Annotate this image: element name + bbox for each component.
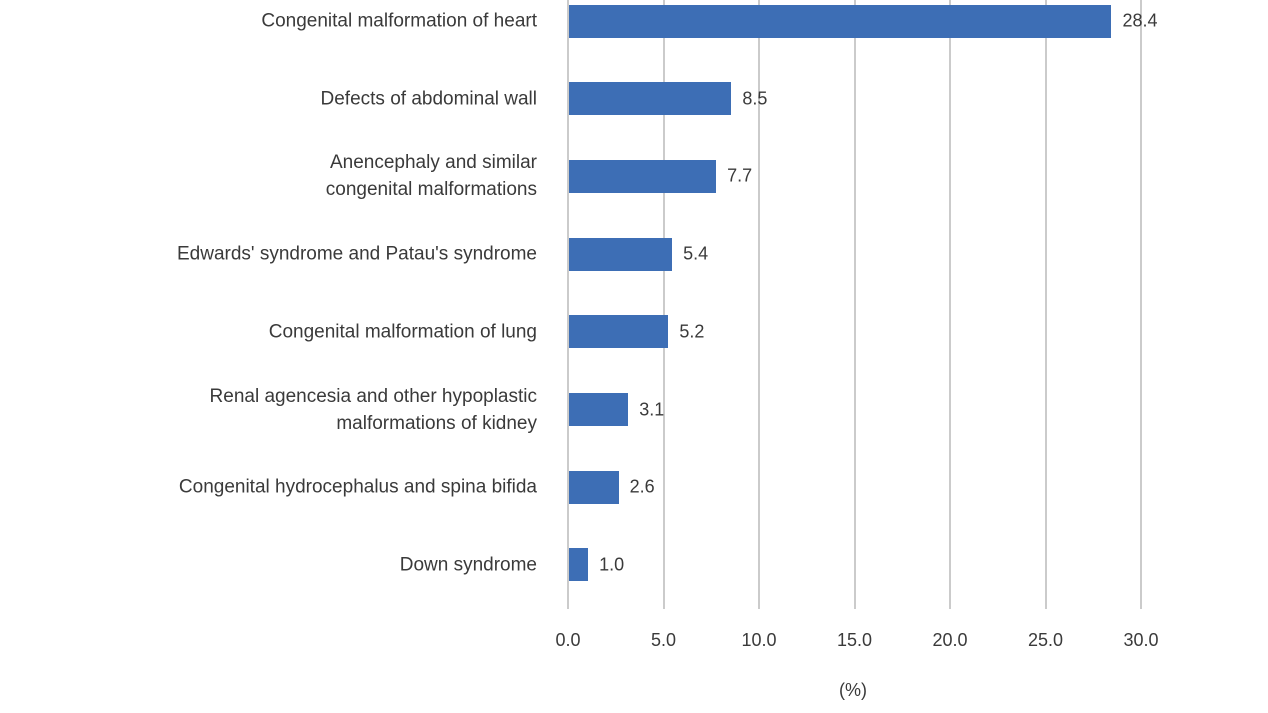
bar-value-label: 5.2 (679, 321, 705, 342)
gridline (949, 0, 951, 609)
bar-value-label: 7.7 (727, 165, 753, 186)
bar-value-label: 1.0 (599, 554, 625, 575)
x-axis-tick-label: 0.0 (555, 630, 581, 650)
category-label: Renal agencesia and other hypoplastic ma… (209, 385, 537, 434)
bar (569, 159, 717, 193)
x-axis-tick-label: 15.0 (836, 630, 873, 650)
bar (569, 4, 1112, 38)
x-axis-tick-label: 30.0 (1123, 630, 1159, 650)
gridline (1140, 0, 1142, 609)
bar (569, 470, 619, 504)
category-label: Anencephaly and similar congenital malfo… (325, 152, 537, 201)
gridline (758, 0, 760, 609)
bar-value-label: 28.4 (1122, 10, 1158, 31)
category-label: Down syndrome (399, 554, 537, 576)
category-label: Congenital malformation of heart (261, 10, 537, 32)
category-label: Defects of abdominal wall (320, 88, 538, 110)
x-axis-tick-label: 5.0 (650, 630, 677, 650)
x-axis-tick-label: 25.0 (1027, 630, 1064, 650)
bar (569, 237, 673, 271)
bar (569, 315, 669, 349)
bar-value-label: 5.4 (683, 243, 709, 264)
category-label: Edwards' syndrome and Patau's syndrome (177, 243, 537, 265)
bar-value-label: 8.5 (742, 88, 768, 109)
bar (569, 82, 732, 116)
category-label: Congenital malformation of lung (268, 321, 537, 343)
gridline (1044, 0, 1047, 609)
gridline (662, 0, 665, 609)
bar-value-label: 3.1 (639, 399, 665, 419)
x-axis-tick-label: 10.0 (741, 630, 777, 650)
bar-value-label: 2.6 (629, 476, 655, 497)
bar (569, 393, 629, 426)
gridline (853, 0, 856, 609)
gridline (567, 0, 569, 609)
category-label: Congenital hydrocephalus and spina bifid… (178, 476, 537, 498)
x-axis-title: (%) (839, 680, 867, 700)
x-axis-tick-label: 20.0 (932, 630, 968, 650)
bar (569, 548, 589, 582)
